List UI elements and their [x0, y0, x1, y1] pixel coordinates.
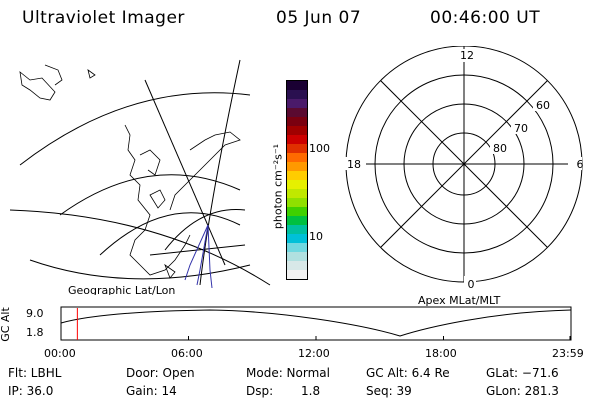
alt-xtick-0600: 06:00 — [171, 347, 203, 360]
alt-xtick-1200: 12:00 — [298, 347, 330, 360]
dsp-label: Dsp: — [246, 384, 274, 398]
polar-plot-label: Apex MLat/MLT — [418, 294, 501, 307]
colorbar-segment — [287, 198, 307, 207]
alt-ytick-min: 1.8 — [26, 326, 44, 339]
colorbar-segment — [287, 162, 307, 171]
colorbar-segment — [287, 216, 307, 225]
glon-info: GLon: 281.3 — [486, 384, 559, 398]
alt-xticks — [60, 336, 571, 340]
color-scale-bar — [286, 80, 308, 280]
lat-label-80: 80 — [493, 142, 507, 155]
time-label: 00:46:00 UT — [430, 8, 541, 28]
lat-line-3 — [99, 212, 241, 256]
mlt-label-18: 18 — [347, 158, 361, 171]
colorbar-segment — [287, 135, 307, 144]
door-info: Door: Open — [126, 366, 195, 380]
instrument-title: Ultraviolet Imager — [22, 8, 185, 28]
colorbar-segment — [287, 261, 307, 270]
colorbar-segment — [287, 81, 307, 90]
lat-label-60: 60 — [536, 99, 550, 112]
date-label: 05 Jun 07 — [276, 8, 362, 28]
altitude-timeline — [60, 306, 572, 341]
map-grid — [9, 59, 271, 286]
lat-line-2 — [59, 174, 241, 216]
lon-line-3 — [199, 59, 241, 286]
colorbar-segment — [287, 126, 307, 135]
lat-line-4 — [164, 209, 246, 251]
polar-diagonal-2 — [380, 80, 548, 248]
lon-line-4 — [149, 244, 246, 256]
colorbar-segment — [287, 225, 307, 234]
glat-info: GLat: −71.6 — [486, 366, 559, 380]
colorbar-segment — [287, 207, 307, 216]
colorbar-segment — [287, 153, 307, 162]
polar-plot: 12 6 0 18 60 70 80 — [344, 46, 584, 291]
dsp-value: 1.8 — [301, 384, 321, 398]
gain-info: Gain: 14 — [126, 384, 177, 398]
orbit-track — [184, 224, 213, 289]
colorbar-segment — [287, 252, 307, 261]
lat-label-70: 70 — [514, 122, 528, 135]
colorbar-segment — [287, 171, 307, 180]
colorbar-unit-label: photon cm⁻²s⁻¹ — [271, 143, 285, 230]
alt-xtick-1800: 18:00 — [425, 347, 457, 360]
lon-line-2 — [144, 79, 226, 266]
alt-xtick-0000: 00:00 — [44, 347, 76, 360]
mode-info: Mode: Normal — [246, 366, 330, 380]
alt-xtick-2359: 23:59 — [552, 347, 584, 360]
colorbar-segment — [287, 90, 307, 99]
filter-info: Flt: LBHL — [8, 366, 62, 380]
gc-alt-info: GC Alt: 6.4 Re — [366, 366, 450, 380]
colorbar-segment — [287, 108, 307, 117]
alt-ytick-max: 9.0 — [26, 307, 44, 320]
altitude-curve — [60, 309, 572, 337]
altitude-frame — [60, 306, 572, 341]
mlt-label-12: 12 — [460, 49, 474, 62]
colorbar-segment — [287, 234, 307, 243]
colorbar-tick-10: 10 — [309, 230, 323, 243]
geo-map-label: Geographic Lat/Lon — [68, 284, 175, 295]
geographic-map: Geographic Lat/Lon — [9, 59, 271, 295]
colorbar-segment — [287, 99, 307, 108]
colorbar-segment — [287, 243, 307, 252]
lat-line-5 — [29, 259, 251, 280]
lon-line-1 — [9, 209, 271, 286]
coastline — [19, 64, 241, 279]
ip-info: IP: 36.0 — [8, 384, 54, 398]
colorbar-segment — [287, 117, 307, 126]
colorbar-segment — [287, 144, 307, 153]
mlt-label-6: 6 — [577, 158, 584, 171]
colorbar-tick-100: 100 — [309, 142, 330, 155]
lat-line-1 — [19, 92, 251, 166]
mlt-label-0: 0 — [468, 278, 475, 291]
colorbar-segment — [287, 189, 307, 198]
colorbar-segment — [287, 270, 307, 279]
colorbar-segment — [287, 180, 307, 189]
alt-ylabel: GC Alt — [0, 307, 12, 342]
seq-info: Seq: 39 — [366, 384, 412, 398]
